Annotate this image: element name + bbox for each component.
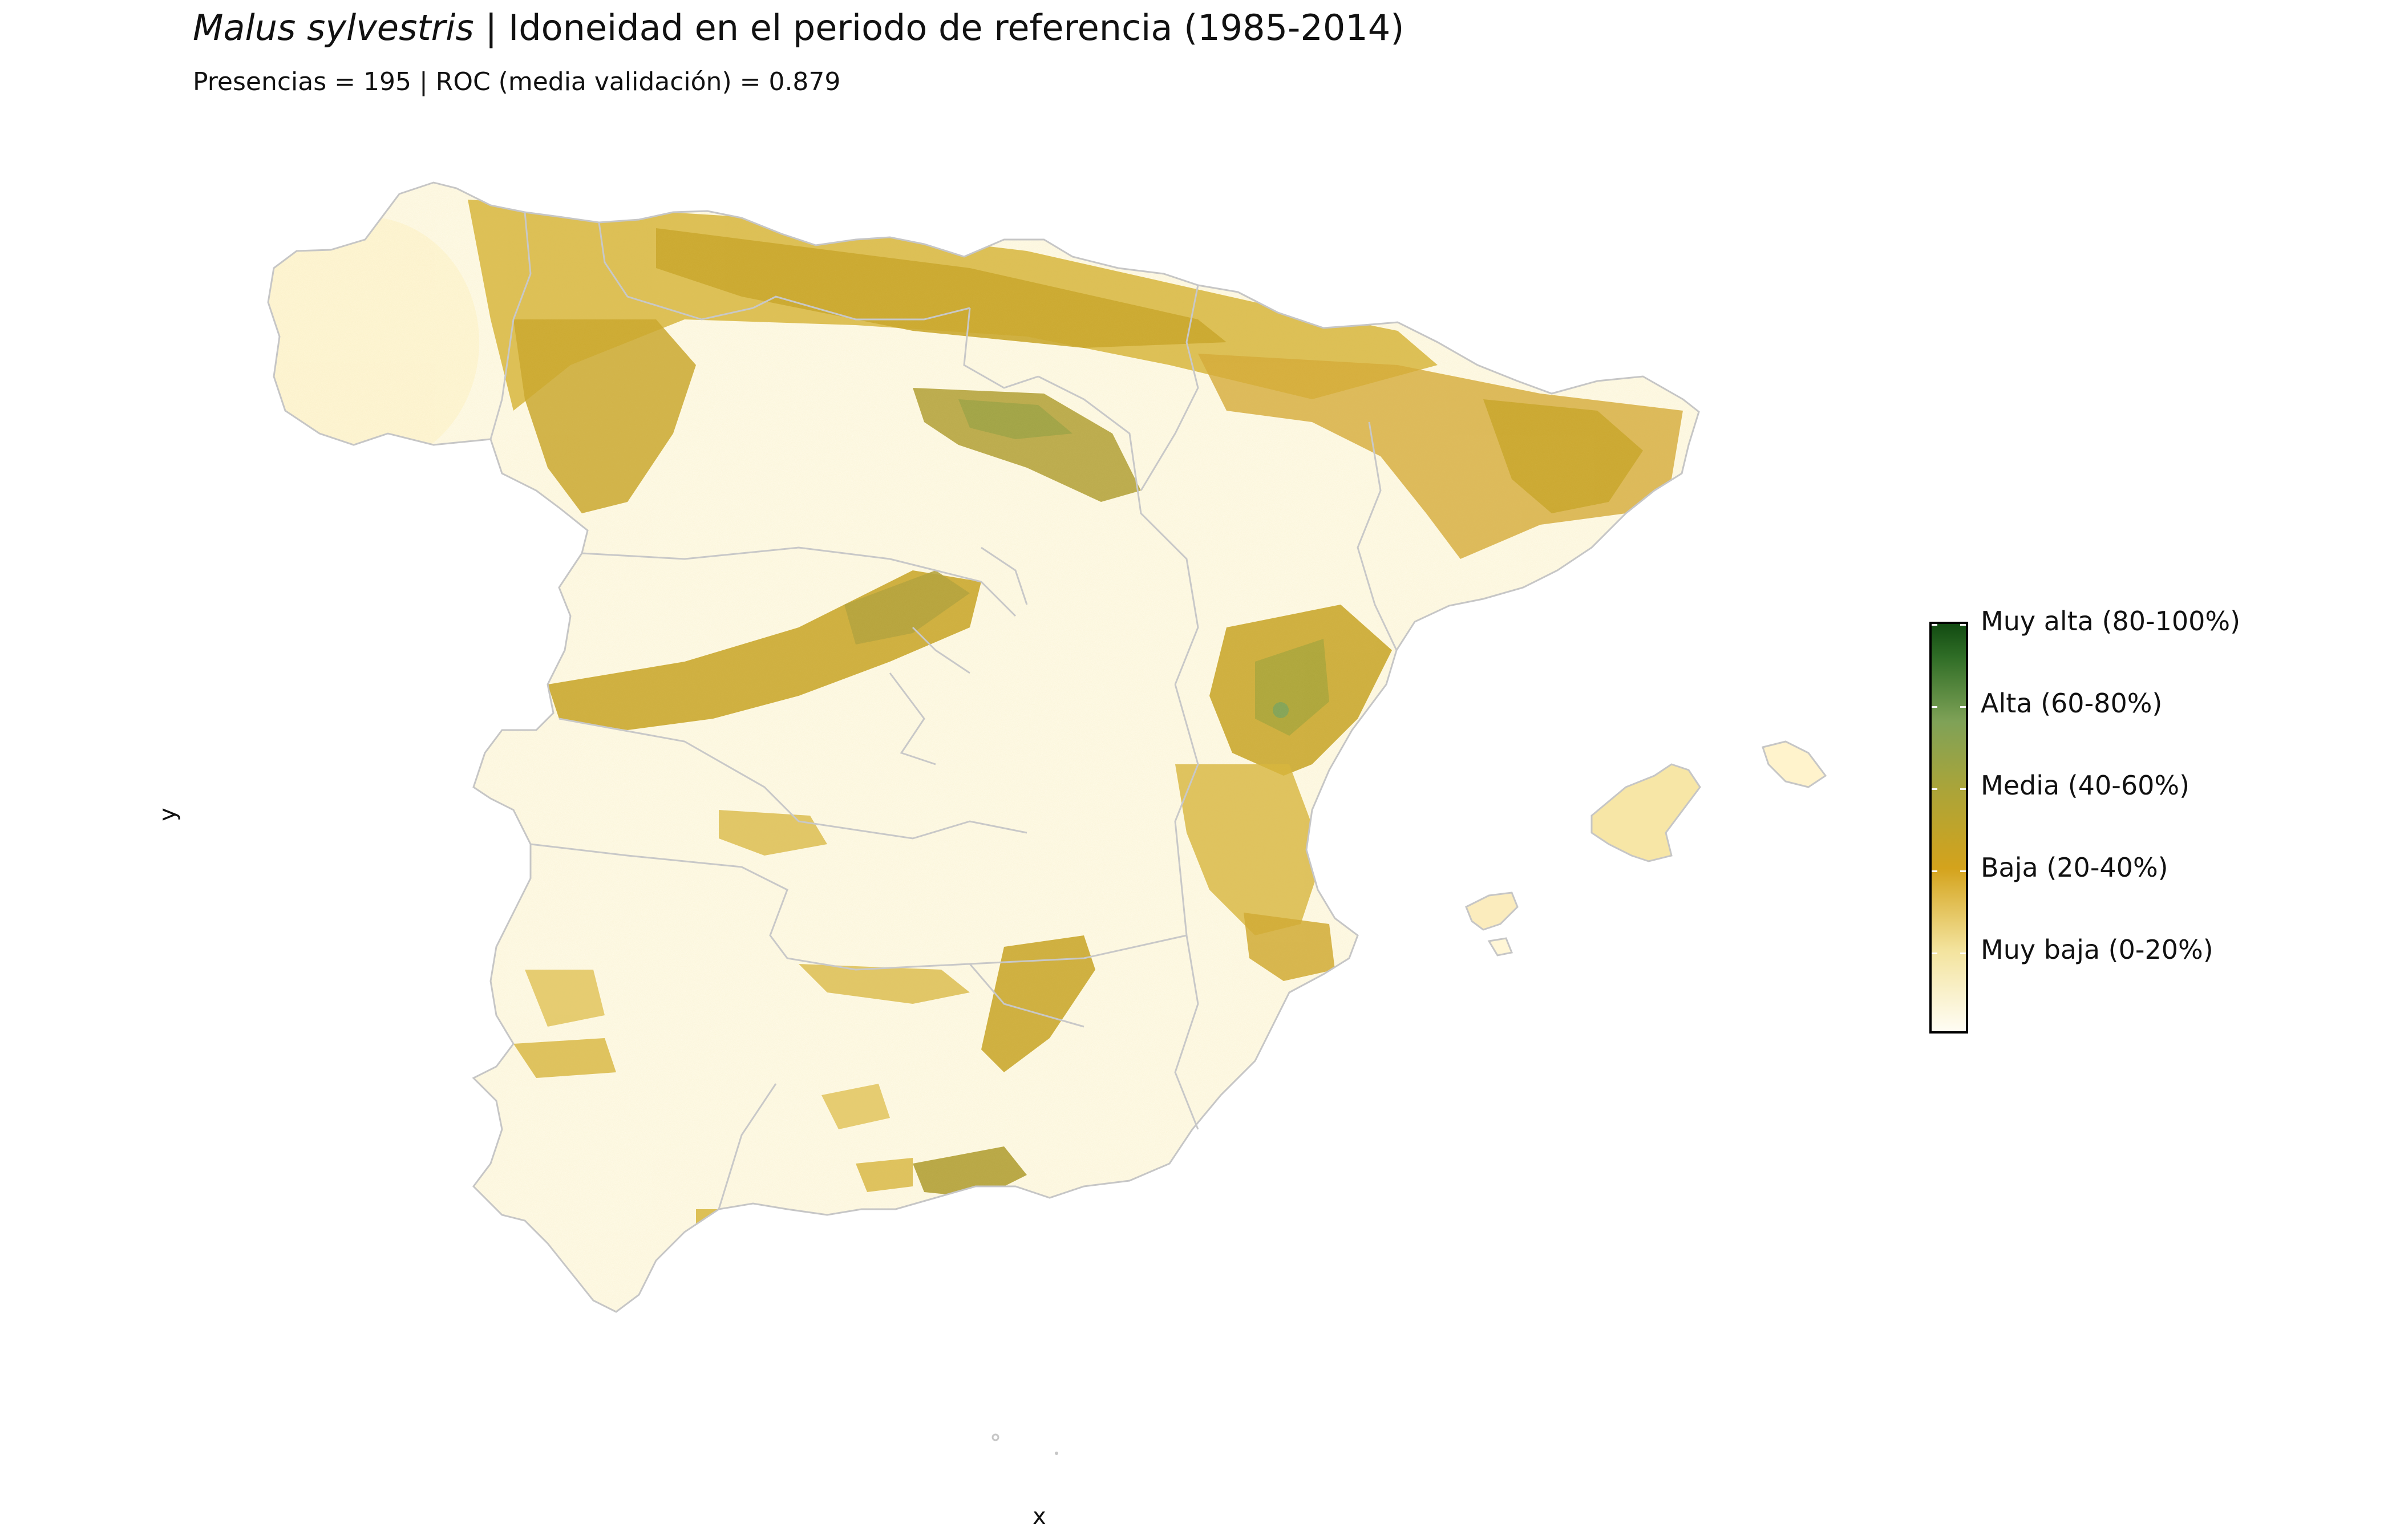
legend-tick [1932,788,1937,790]
balearic-islands [1465,740,1827,957]
title-text: | Idoneidad en el periodo de referencia … [473,7,1405,48]
legend-label-muy-baja: Muy baja (0-20%) [1981,934,2213,965]
mainland-spain [267,181,1700,1313]
y-axis-label: y [154,808,181,821]
legend-tick [1932,624,1937,626]
legend-tick [1960,788,1966,790]
legend-label-baja: Baja (20-40%) [1981,852,2168,883]
legend-label-muy-alta: Muy alta (80-100%) [1981,606,2241,637]
legend-label-media: Media (40-60%) [1981,770,2190,801]
legend-tick [1932,870,1937,872]
legend-label-alta: Alta (60-80%) [1981,688,2163,719]
legend-tick [1960,624,1966,626]
region-borders [489,212,1398,1210]
legend-tick [1960,706,1966,708]
legend-tick [1932,706,1937,708]
map-title: Malus sylvestris | Idoneidad en el perio… [193,7,1404,48]
map-subtitle: Presencias = 195 | ROC (media validación… [193,67,841,96]
legend-tick [1960,953,1966,954]
islet-dot [1055,1452,1058,1455]
species-name: Malus sylvestris [193,7,474,48]
legend-tick [1932,953,1937,954]
x-axis-label: x [1033,1503,1046,1530]
legend-tick [1960,870,1966,872]
legend-colorbar [1929,622,1968,1034]
suitability-zones [268,183,1699,1312]
alboran-dot [991,1433,999,1441]
